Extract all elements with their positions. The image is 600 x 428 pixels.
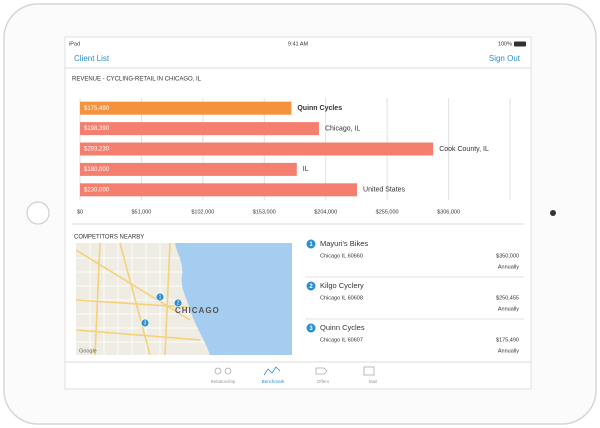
battery-icon xyxy=(514,41,526,47)
map-pin-number: 3 xyxy=(144,321,147,327)
competitor-address: Chicago IL 60660 xyxy=(320,253,363,259)
competitor-amount: $250,455 xyxy=(496,295,519,301)
x-tick-label: $51,000 xyxy=(131,209,151,215)
map-lake xyxy=(175,243,292,355)
bar xyxy=(80,122,319,136)
tab-label[interactable]: Benchmark xyxy=(262,379,286,384)
bar-value-label: $198,390 xyxy=(84,126,110,132)
bar-value-label: $175,490 xyxy=(84,106,110,112)
bar-value-label: $180,000 xyxy=(84,167,110,173)
competitor-name[interactable]: Quinn Cycles xyxy=(320,323,365,332)
competitor-amount: $175,490 xyxy=(496,337,519,343)
list-badge xyxy=(306,281,316,291)
x-tick-label: $204,000 xyxy=(314,209,337,215)
tab-label[interactable]: Offers xyxy=(317,379,330,384)
nav-back[interactable]: Client List xyxy=(74,54,110,63)
bar-category-label: Chicago, IL xyxy=(325,125,361,132)
status-battery: 100% xyxy=(498,41,512,47)
bar xyxy=(80,162,297,176)
tab-label[interactable]: Mail xyxy=(369,379,377,384)
camera xyxy=(550,210,556,216)
competitor-period: Annually xyxy=(498,348,519,354)
map-city-label: CHICAGO xyxy=(175,306,220,315)
map-pin-number: 2 xyxy=(177,301,180,307)
chart-title: REVENUE - CYCLING-RETAIL IN CHICAGO, IL xyxy=(72,77,202,83)
status-time: 9:41 AM xyxy=(288,41,309,47)
map-pin[interactable] xyxy=(140,318,150,328)
map[interactable] xyxy=(76,243,292,355)
bar-value-label: $293,230 xyxy=(84,147,110,153)
bar-category-label: Quinn Cycles xyxy=(297,105,342,112)
bar-category-label: United States xyxy=(363,187,406,194)
list-badge xyxy=(306,239,316,249)
list-badge-number: 3 xyxy=(309,326,313,332)
competitor-name[interactable]: Mayuri's Bikes xyxy=(320,239,368,248)
competitor-name[interactable]: Kilgo Cyclery xyxy=(320,281,364,290)
x-tick-label: $153,000 xyxy=(253,209,276,215)
x-tick-label: $306,000 xyxy=(437,209,460,215)
competitor-address: Chicago IL 60607 xyxy=(320,337,363,343)
tab-label[interactable]: Relationship xyxy=(211,379,236,384)
competitor-amount: $350,000 xyxy=(496,253,519,259)
nav-action[interactable]: Sign Out xyxy=(489,54,521,63)
list-badge xyxy=(306,323,316,333)
competitor-period: Annually xyxy=(498,264,519,270)
bar xyxy=(80,101,292,115)
home-button[interactable] xyxy=(26,201,50,225)
bar-category-label: Cook County, IL xyxy=(439,146,489,153)
bar xyxy=(80,183,358,197)
bar-category-label: IL xyxy=(303,166,309,173)
list-badge-number: 1 xyxy=(309,242,313,248)
map-pin-number: 1 xyxy=(159,295,162,301)
x-tick-label: $0 xyxy=(77,209,83,215)
competitors-title: COMPETITORS NEARBY xyxy=(74,235,144,241)
list-badge-number: 2 xyxy=(309,284,313,290)
x-tick-label: $102,000 xyxy=(191,209,214,215)
status-device: iPad xyxy=(69,41,80,47)
tab-icons xyxy=(214,366,375,376)
map-attribution: Google xyxy=(79,348,97,354)
map-pin[interactable] xyxy=(173,298,183,308)
map-pin[interactable] xyxy=(155,292,165,302)
bar-value-label: $230,000 xyxy=(84,187,110,193)
competitor-period: Annually xyxy=(498,306,519,312)
x-tick-label: $255,000 xyxy=(376,209,399,215)
competitor-address: Chicago IL 60608 xyxy=(320,295,363,301)
bar xyxy=(80,142,434,156)
